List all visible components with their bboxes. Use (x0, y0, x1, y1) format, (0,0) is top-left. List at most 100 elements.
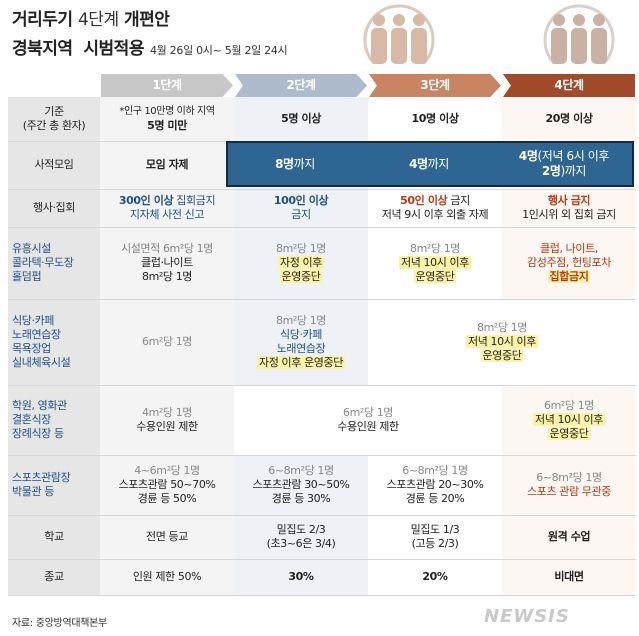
school-stage2-note: (초3~6은 3/4) (266, 537, 336, 550)
stage4-header: 4단계 (502, 74, 636, 97)
gathering-stage4-num2: 2명 (541, 164, 561, 178)
subtitle: 경북지역 시범적용 4월 26일 0시~ 5월 2일 24시 (12, 34, 288, 59)
criteria-stage3-value: 10명 이상 (411, 111, 459, 125)
entertainment-label-1: 유흥시설 (12, 242, 51, 255)
sports-stage2: 6~8m²당 1명 스포츠관람 30~50% 경륜 등 30% (234, 455, 368, 516)
gathering-stage2-num: 8명 (275, 156, 294, 171)
entertainment-stage3-area: 8m²당 1명 (409, 242, 461, 255)
entertainment-stage3: 8m²당 1명 저녁 10시 이후 운영중단 (368, 227, 502, 300)
restaurant-stage1-area: 6m²당 1명 (141, 335, 193, 348)
entertainment-stage2: 8m²당 1명 자정 이후 운영중단 (234, 227, 368, 300)
sports-label: 스포츠관람장 박물관 등 (8, 455, 100, 516)
gathering-label: 사적모임 (8, 141, 100, 190)
sports-label-2: 박물관 등 (12, 485, 54, 498)
events-stage1: 300인 이상 집회금지 지자체 사전 신고 (100, 189, 234, 228)
school-stage2: 밀집도 2/3 (초3~6은 3/4) (234, 515, 368, 560)
restaurant-stage34-area: 8m²당 1명 (476, 321, 528, 334)
criteria-stage1: *인구 10만명 이하 지역 5명 미만 (100, 97, 234, 142)
entertainment-label: 유흥시설 콜라텍·무도장 홀덤펍 (8, 227, 100, 300)
events-stage4-ban: 행사 금지 (547, 194, 591, 207)
religion-stage3-value: 20% (422, 570, 448, 583)
religion-stage2-value: 30% (288, 570, 314, 583)
religion-stage3: 20% (368, 559, 502, 596)
religion-label: 종교 (8, 559, 100, 596)
criteria-stage2-value: 5명 이상 (281, 111, 321, 125)
events-stage3-ban: 금지 (447, 194, 470, 207)
gathering-stage4-num: 4명 (518, 149, 538, 163)
restaurant-stage2-karaoke: 노래연습장 (276, 342, 326, 355)
restaurant-stage2: 8m²당 1명 식당·카페 노래연습장 자정 이후 운영중단 (234, 299, 368, 386)
criteria-stage2: 5명 이상 (234, 97, 368, 142)
entertainment-stage4-venues-2: 감성주점, 헌팅포차 (527, 256, 611, 269)
stage-header-row: 1단계 2단계 3단계 4단계 (8, 74, 636, 97)
events-stage2-limit: 100인 이상 (273, 194, 329, 207)
stage2-tab: 2단계 (235, 74, 367, 97)
entertainment-stage3-closed: 운영중단 (413, 270, 457, 283)
person-icon (551, 14, 567, 64)
gathering-stage2: 8명까지 (228, 157, 362, 172)
religion-stage1-value: 인원 제한 50% (132, 570, 202, 583)
entertainment-stage2-area: 8m²당 1명 (275, 242, 327, 255)
sports-stage2-spectators: 스포츠관람 30~50% (252, 478, 350, 491)
academy-stage23-area: 6m²당 1명 (342, 406, 394, 419)
school-stage3-density: 밀집도 1/3 (410, 523, 460, 536)
entertainment-label-3: 홀덤펍 (12, 270, 42, 283)
stage2-header: 2단계 (234, 74, 368, 97)
stage3-people-icon-group (360, 2, 438, 64)
religion-stage2: 30% (234, 559, 368, 596)
academy-label-2: 결혼식장 (12, 413, 51, 426)
events-stage1-ban: 집회금지 (173, 194, 216, 207)
criteria-stage1-value: 5명 미만 (147, 118, 187, 132)
sports-stage4-no-spectators: 스포츠 관람 무관중 (527, 485, 611, 498)
gathering-stage3-num: 4명 (409, 156, 428, 171)
sports-stage4: 6~8m²당 1명 스포츠 관람 무관중 (502, 455, 636, 516)
criteria-stage4-value: 20명 이상 (545, 111, 593, 125)
restaurant-stage1: 6m²당 1명 (100, 299, 234, 386)
gathering-stage3-suffix: 까지 (427, 156, 450, 171)
academy-stage1-cap: 수용인원 제한 (136, 420, 198, 433)
entertainment-stage4: 클럽, 나이트, 감성주점, 헌팅포차 집합금지 (502, 227, 636, 300)
restaurant-label-3: 목욕장업 (12, 342, 51, 355)
stage4-people-icon-group (540, 2, 618, 64)
person-icon (391, 14, 407, 64)
events-stage1-notice: 지자체 사전 신고 (129, 208, 205, 221)
religion-stage4-value: 비대면 (554, 570, 584, 583)
school-stage3: 밀집도 1/3 (고등 2/3) (368, 515, 502, 560)
circle-frame-icon (543, 4, 615, 64)
restaurant-stage2-closed: 자정 이후 운영중단 (257, 356, 345, 369)
header-corner (8, 74, 100, 97)
period-text: 4월 26일 0시~ 5월 2일 24시 (149, 44, 288, 57)
criteria-row: 기준 (주간 총 환자) *인구 10만명 이하 지역 5명 미만 5명 이상 10… (8, 97, 636, 142)
title-word-stage: 4단계 (77, 10, 119, 30)
gathering-stage3: 4명까지 (362, 157, 496, 172)
criteria-label: 기준 (주간 총 환자) (8, 97, 100, 142)
gathering-stage2-suffix: 까지 (293, 156, 316, 171)
academy-row: 학원, 영화관 결혼식장 장례식장 등 4m²당 1명 수용인원 제한 6m²당 1명… (8, 385, 636, 456)
sports-stage3-area: 6~8m²당 1명 (402, 464, 468, 477)
criteria-stage1-note: *인구 10만명 이하 지역 (119, 105, 215, 117)
academy-stage4: 6m²당 1명 저녁 10시 이후 운영중단 (502, 385, 636, 456)
entertainment-stage1-area: 시설면적 6m²당 1명 (120, 242, 214, 255)
criteria-label-main: 기준 (44, 104, 64, 118)
events-stage3: 50인 이상 금지 저녁 9시 이후 외출 자제 (368, 189, 502, 228)
circle-frame-icon (363, 4, 435, 64)
events-stage4: 행사 금지 1인시위 외 집회 금지 (502, 189, 636, 228)
school-stage1-value: 전면 등교 (146, 530, 188, 543)
events-stage1-limit: 300인 이상 (118, 194, 174, 207)
gathering-stage4-end: )까지 (560, 164, 587, 178)
restaurant-stage34-after: 저녁 10시 이후 (466, 335, 538, 348)
criteria-stage3: 10명 이상 (368, 97, 502, 142)
restaurant-label: 식당·카페 노래연습장 목욕장업 실내체육시설 (8, 299, 100, 386)
school-stage4: 원격 수업 (502, 515, 636, 560)
entertainment-stage1-club: 클럽·나이트 (141, 256, 193, 269)
sports-stage3-racing: 경륜 등 20% (405, 492, 465, 505)
sports-stage1-area: 4~6m²당 1명 (134, 464, 200, 477)
events-row: 행사·집회 300인 이상 집회금지 지자체 사전 신고 100인 이상 금지 50… (8, 189, 636, 228)
religion-row: 종교 인원 제한 50% 30% 20% 비대면 (8, 559, 636, 596)
entertainment-stage1-club-area: 8m²당 1명 (141, 270, 193, 283)
academy-stage1: 4m²당 1명 수용인원 제한 (100, 385, 234, 456)
academy-stage4-closed: 운영중단 (547, 427, 591, 440)
criteria-stage4: 20명 이상 (502, 97, 636, 142)
restaurant-stage34-closed: 운영중단 (480, 349, 524, 362)
entertainment-stage3-after: 저녁 10시 이후 (399, 256, 471, 269)
